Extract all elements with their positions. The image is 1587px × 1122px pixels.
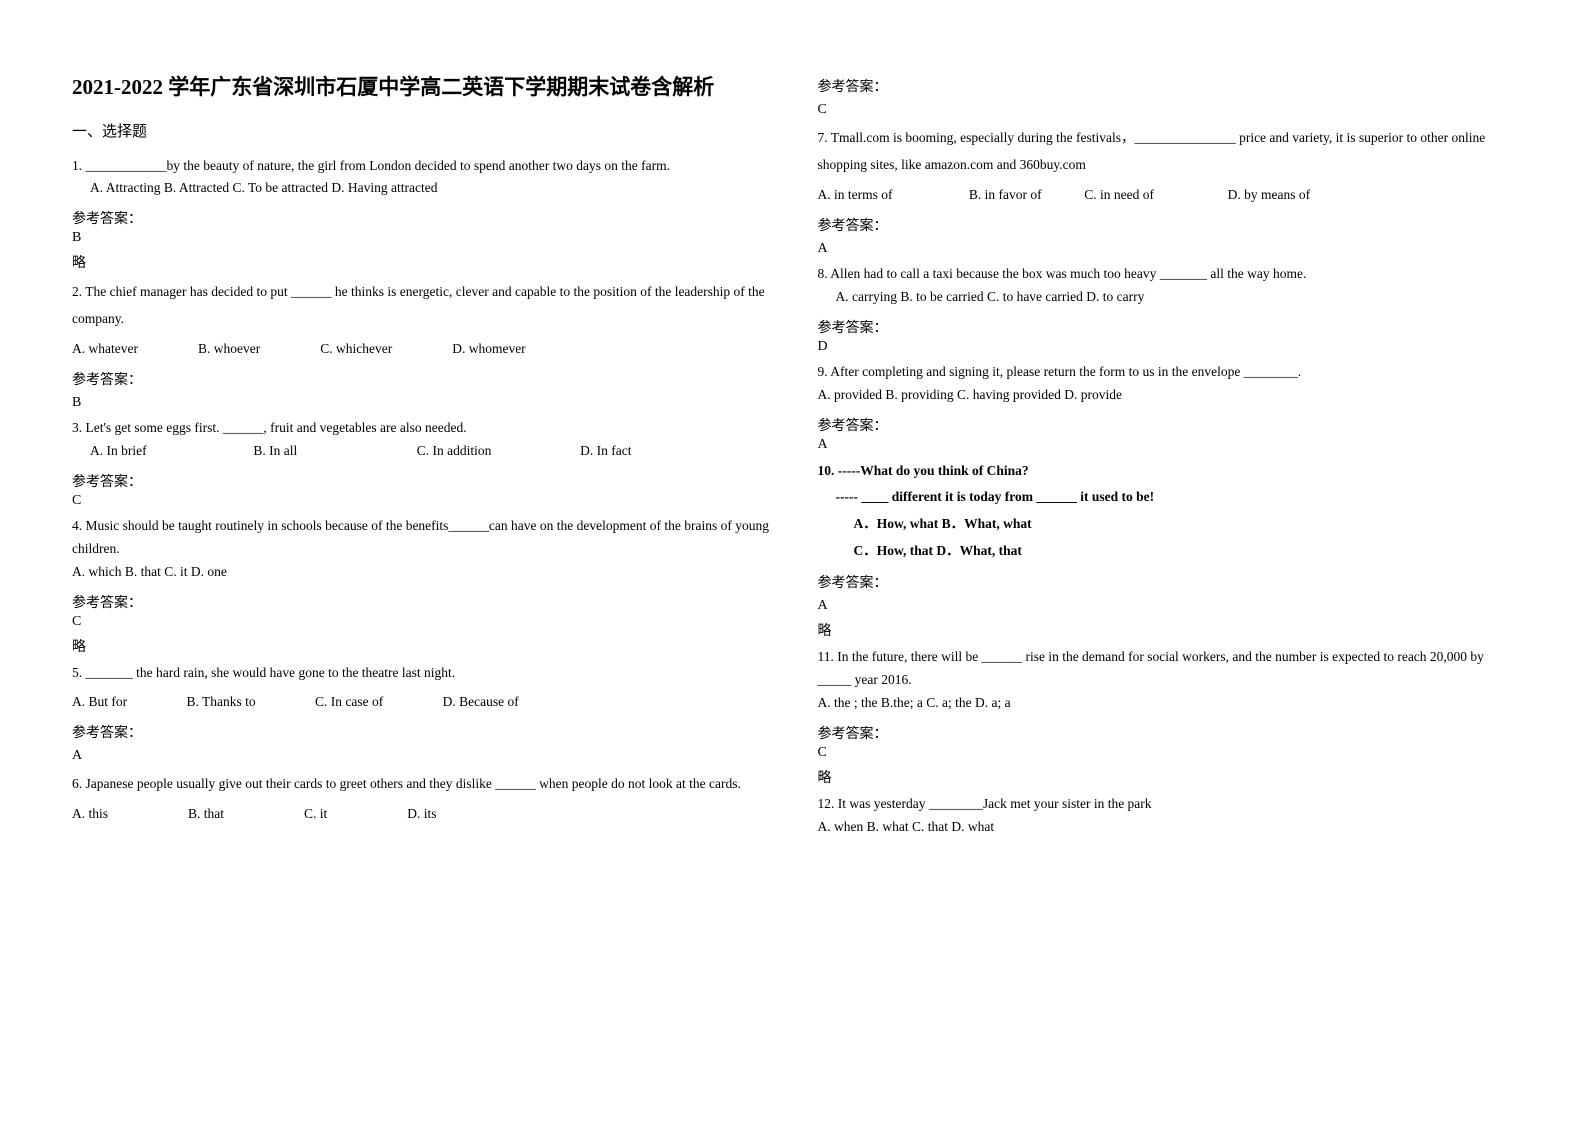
q2-stem: 2. The chief manager has decided to put … bbox=[72, 278, 770, 332]
q2-optB: B. whoever bbox=[198, 338, 260, 361]
answer-label: 参考答案： bbox=[72, 369, 770, 389]
q3-optA: A. In brief bbox=[90, 440, 250, 463]
q12-options: A. when B. what C. that D. what bbox=[818, 816, 1516, 839]
q5-optA: A. But for bbox=[72, 691, 127, 714]
q6-answer: C bbox=[818, 102, 1516, 118]
q10-optCD: C．How, that D．What, that bbox=[818, 537, 1516, 564]
q6-optC: C. it bbox=[304, 803, 327, 826]
section-heading: 一、选择题 bbox=[72, 120, 770, 141]
q1-stem: 1. ____________by the beauty of nature, … bbox=[72, 155, 770, 178]
q5-answer: A bbox=[72, 748, 770, 764]
q5-options: A. But for B. Thanks to C. In case of D.… bbox=[72, 691, 770, 714]
q8-answer: D bbox=[818, 339, 1516, 355]
skip-label: 略 bbox=[818, 767, 1516, 787]
q6-optD: D. its bbox=[407, 803, 436, 826]
question-3: 3. Let's get some eggs first. ______, fr… bbox=[72, 417, 770, 463]
question-5: 5. _______ the hard rain, she would have… bbox=[72, 662, 770, 714]
answer-label: 参考答案： bbox=[818, 215, 1516, 235]
q10-answer: A bbox=[818, 598, 1516, 614]
q10-stem2: ----- ____ different it is today from __… bbox=[818, 483, 1516, 510]
question-1: 1. ____________by the beauty of nature, … bbox=[72, 155, 770, 201]
right-column: 参考答案： C 7. Tmall.com is booming, especia… bbox=[794, 72, 1540, 1098]
q4-options: A. which B. that C. it D. one bbox=[72, 561, 770, 584]
q3-optC: C. In addition bbox=[417, 440, 577, 463]
q11-answer: C bbox=[818, 745, 1516, 761]
q3-optD: D. In fact bbox=[580, 443, 631, 458]
skip-label: 略 bbox=[72, 636, 770, 656]
answer-label: 参考答案： bbox=[72, 722, 770, 742]
q5-optB: B. Thanks to bbox=[187, 691, 256, 714]
q7-optC: C. in need of bbox=[1084, 184, 1224, 207]
q9-stem: 9. After completing and signing it, plea… bbox=[818, 361, 1516, 384]
q1-answer: B bbox=[72, 230, 770, 246]
answer-label: 参考答案： bbox=[72, 471, 770, 491]
question-11: 11. In the future, there will be ______ … bbox=[818, 646, 1516, 715]
q6-optB: B. that bbox=[188, 803, 224, 826]
q7-optA: A. in terms of bbox=[818, 184, 966, 207]
question-10: 10. -----What do you think of China? ---… bbox=[818, 459, 1516, 564]
exam-title: 2021-2022 学年广东省深圳市石厦中学高二英语下学期期末试卷含解析 bbox=[72, 72, 770, 104]
q6-stem: 6. Japanese people usually give out thei… bbox=[72, 770, 770, 797]
q7-optD: D. by means of bbox=[1228, 187, 1310, 202]
q3-options: A. In brief B. In all C. In addition D. … bbox=[72, 440, 770, 463]
question-12: 12. It was yesterday ________Jack met yo… bbox=[818, 793, 1516, 839]
q3-optB: B. In all bbox=[253, 440, 413, 463]
q10-stem1: 10. -----What do you think of China? bbox=[818, 459, 1516, 483]
q2-optA: A. whatever bbox=[72, 338, 138, 361]
answer-label: 参考答案： bbox=[818, 76, 1516, 96]
question-7: 7. Tmall.com is booming, especially duri… bbox=[818, 124, 1516, 207]
q7-options: A. in terms of B. in favor of C. in need… bbox=[818, 184, 1516, 207]
answer-label: 参考答案： bbox=[818, 572, 1516, 592]
q5-optC: C. In case of bbox=[315, 691, 383, 714]
question-2: 2. The chief manager has decided to put … bbox=[72, 278, 770, 361]
q3-answer: C bbox=[72, 493, 770, 509]
q7-stem: 7. Tmall.com is booming, especially duri… bbox=[818, 124, 1516, 178]
q5-stem: 5. _______ the hard rain, she would have… bbox=[72, 662, 770, 685]
answer-label: 参考答案： bbox=[72, 208, 770, 228]
skip-label: 略 bbox=[72, 252, 770, 272]
answer-label: 参考答案： bbox=[818, 317, 1516, 337]
q7-answer: A bbox=[818, 241, 1516, 257]
q7-optB: B. in favor of bbox=[969, 184, 1081, 207]
q2-optD: D. whomever bbox=[452, 338, 525, 361]
q5-optD: D. Because of bbox=[443, 694, 519, 709]
q4-stem: 4. Music should be taught routinely in s… bbox=[72, 515, 770, 561]
q2-options: A. whatever B. whoever C. whichever D. w… bbox=[72, 338, 770, 361]
answer-label: 参考答案： bbox=[818, 415, 1516, 435]
question-9: 9. After completing and signing it, plea… bbox=[818, 361, 1516, 407]
q12-stem: 12. It was yesterday ________Jack met yo… bbox=[818, 793, 1516, 816]
q2-answer: B bbox=[72, 395, 770, 411]
left-column: 2021-2022 学年广东省深圳市石厦中学高二英语下学期期末试卷含解析 一、选… bbox=[48, 72, 794, 1098]
q9-answer: A bbox=[818, 437, 1516, 453]
q4-answer: C bbox=[72, 614, 770, 630]
q3-stem: 3. Let's get some eggs first. ______, fr… bbox=[72, 417, 770, 440]
q11-stem: 11. In the future, there will be ______ … bbox=[818, 646, 1516, 692]
q11-options: A. the ; the B.the; a C. a; the D. a; a bbox=[818, 692, 1516, 715]
q6-options: A. this B. that C. it D. its bbox=[72, 803, 770, 826]
skip-label: 略 bbox=[818, 620, 1516, 640]
q9-options: A. provided B. providing C. having provi… bbox=[818, 384, 1516, 407]
answer-label: 参考答案： bbox=[818, 723, 1516, 743]
q8-options: A. carrying B. to be carried C. to have … bbox=[818, 286, 1516, 309]
q6-optA: A. this bbox=[72, 803, 108, 826]
answer-label: 参考答案： bbox=[72, 592, 770, 612]
q2-optC: C. whichever bbox=[320, 338, 392, 361]
q1-options: A. Attracting B. Attracted C. To be attr… bbox=[72, 177, 770, 200]
question-6: 6. Japanese people usually give out thei… bbox=[72, 770, 770, 826]
question-8: 8. Allen had to call a taxi because the … bbox=[818, 263, 1516, 309]
q8-stem: 8. Allen had to call a taxi because the … bbox=[818, 263, 1516, 286]
q10-optAB: A．How, what B．What, what bbox=[818, 510, 1516, 537]
question-4: 4. Music should be taught routinely in s… bbox=[72, 515, 770, 584]
